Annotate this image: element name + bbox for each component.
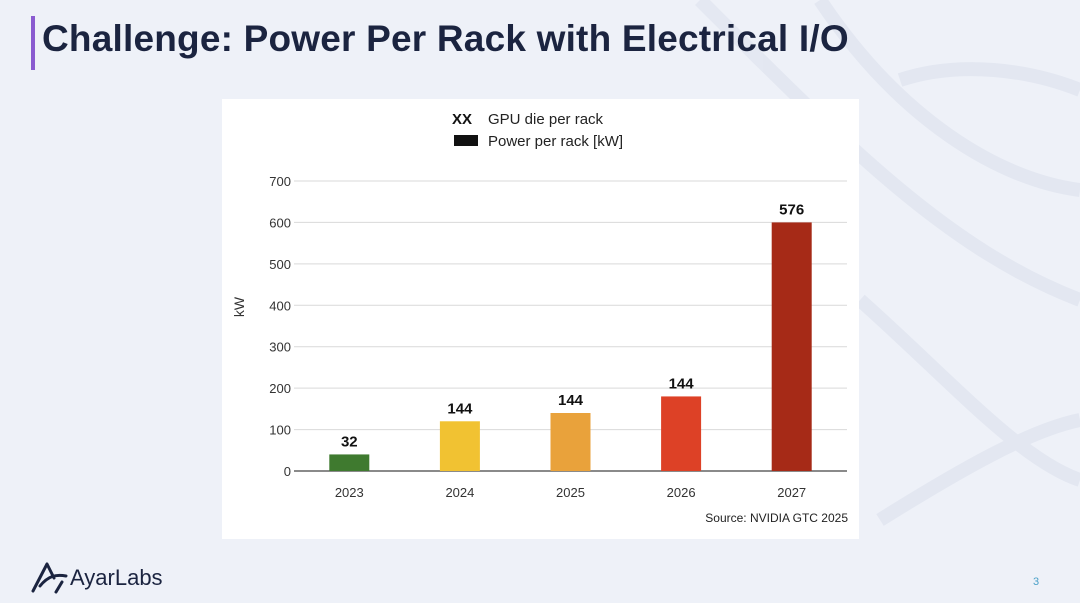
x-tick-label: 2026 xyxy=(667,485,696,500)
page-number: 3 xyxy=(1033,576,1040,588)
bar-2023 xyxy=(329,454,370,471)
y-tick-label: 100 xyxy=(269,423,291,438)
x-tick-label: 2023 xyxy=(335,485,364,500)
y-tick-label: 0 xyxy=(284,464,291,479)
page-title: Challenge: Power Per Rack with Electrica… xyxy=(42,18,849,59)
y-axis-ticks: 0 100 200 300 400 500 600 700 xyxy=(269,174,291,479)
bars xyxy=(329,222,812,471)
y-tick-label: 200 xyxy=(269,381,291,396)
x-tick-label: 2025 xyxy=(556,485,585,500)
bar-chart: XX GPU die per rack Power per rack [kW] … xyxy=(231,111,848,525)
x-axis-ticks: 2023 2024 2025 2026 2027 xyxy=(335,485,806,500)
brand-name-part-2: Labs xyxy=(114,565,163,590)
y-tick-label: 700 xyxy=(269,174,291,189)
legend: XX GPU die per rack Power per rack [kW] xyxy=(452,111,623,150)
brand-name-part-1: Ayar xyxy=(70,565,115,590)
bar-2025 xyxy=(550,413,591,471)
y-axis-label: kW xyxy=(231,296,247,317)
x-tick-label: 2027 xyxy=(777,485,806,500)
y-tick-label: 600 xyxy=(269,215,291,230)
legend-label-power: Power per rack [kW] xyxy=(488,133,623,150)
source-note: Source: NVIDIA GTC 2025 xyxy=(705,511,848,525)
data-label: 32 xyxy=(341,433,358,450)
bar-2026 xyxy=(661,396,702,471)
data-label: 144 xyxy=(558,392,584,409)
legend-label-gpu-die: GPU die per rack xyxy=(488,111,604,128)
y-tick-label: 500 xyxy=(269,257,291,272)
y-tick-label: 400 xyxy=(269,298,291,313)
title-accent-bar xyxy=(31,16,35,70)
bar-2024 xyxy=(439,421,480,471)
data-label: 144 xyxy=(447,400,473,417)
data-label: 144 xyxy=(669,375,695,392)
legend-marker-xx: XX xyxy=(452,111,472,128)
y-tick-label: 300 xyxy=(269,340,291,355)
data-label: 576 xyxy=(779,201,804,218)
x-tick-label: 2024 xyxy=(445,485,474,500)
brand-name: AyarLabs xyxy=(70,565,163,591)
legend-swatch xyxy=(454,135,478,146)
chart-card: XX GPU die per rack Power per rack [kW] … xyxy=(222,99,859,539)
ayarlabs-logo-icon xyxy=(31,562,68,594)
bar-2027 xyxy=(771,222,812,471)
data-labels: 32 144 144 144 576 xyxy=(341,201,804,450)
